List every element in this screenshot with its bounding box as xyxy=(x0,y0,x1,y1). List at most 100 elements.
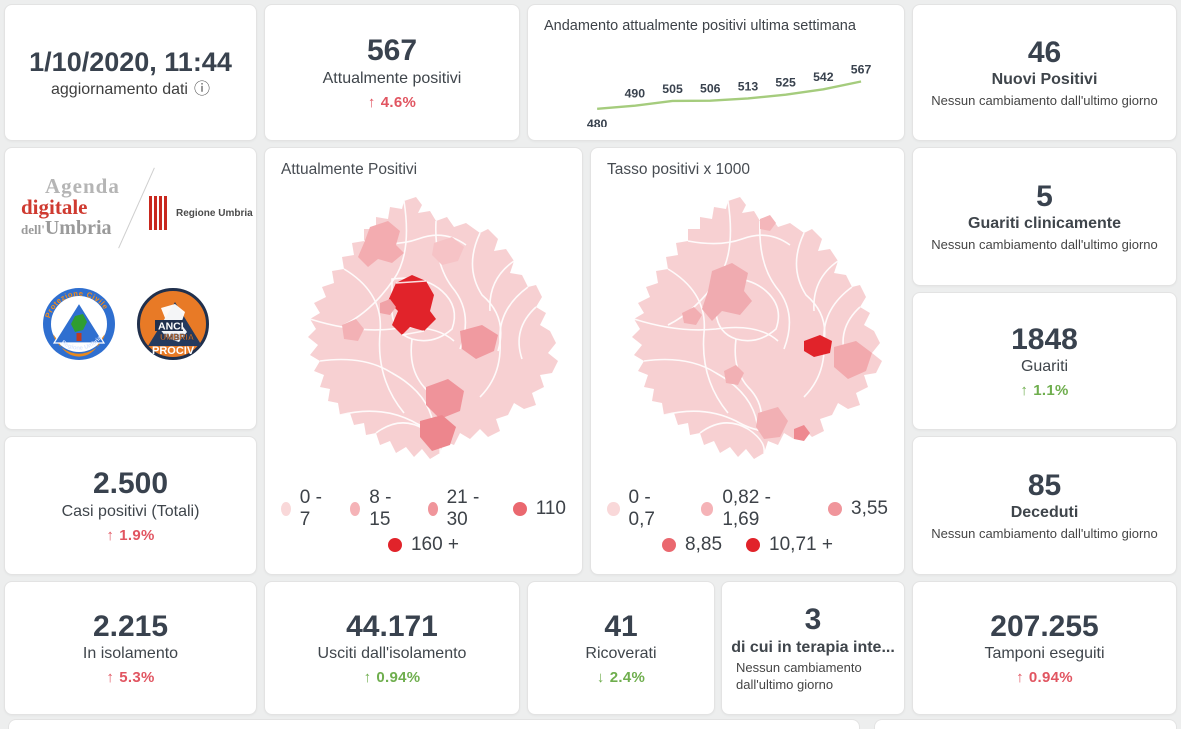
stat-label: Tamponi eseguiti xyxy=(984,645,1105,663)
card-last-update[interactable]: 1/10/2020, 11:44 aggiornamento dati ⓘ xyxy=(4,4,257,141)
stat-label: Nuovi Positivi xyxy=(991,71,1098,89)
up-arrow-icon: ↑ xyxy=(367,93,376,111)
map-legend: 0 - 7 8 - 15 21 - 30 110 160 + xyxy=(281,487,566,564)
stat-note: Nessun cambiamento dall'ultimo giorno xyxy=(736,660,862,692)
card-deceduti[interactable]: 85 Deceduti Nessun cambiamento dall'ulti… xyxy=(912,436,1177,575)
legend-dot-icon xyxy=(662,538,677,552)
stat-delta: ↑ 1.9% xyxy=(106,526,155,544)
card-guariti-clinicamente[interactable]: 5 Guariti clinicamente Nessun cambiament… xyxy=(912,147,1177,286)
legend-item: 10,71 + xyxy=(746,534,833,556)
sparkline-value-label: 513 xyxy=(738,79,759,93)
card-partial-bottom-left xyxy=(8,719,860,729)
stat-value: 85 xyxy=(1027,468,1062,502)
legend-label: 0 - 7 xyxy=(299,487,322,530)
agenda-logo-line1: Agenda xyxy=(45,174,120,198)
legend-label: 0 - 0,7 xyxy=(628,487,655,530)
legend-item: 3,55 xyxy=(828,487,888,531)
card-tamponi[interactable]: 207.255 Tamponi eseguiti ↑ 0.94% xyxy=(912,581,1177,715)
card-trend-sparkline[interactable]: Andamento attualmente positivi ultima se… xyxy=(527,4,905,141)
up-arrow-icon: ↑ xyxy=(106,526,115,544)
stat-value: 567 xyxy=(366,34,418,68)
legend-item: 21 - 30 xyxy=(427,487,489,531)
sparkline-value-label: 490 xyxy=(625,86,646,100)
stat-value: 5 xyxy=(1036,179,1053,213)
agenda-logo-line3: dell'Umbria xyxy=(21,217,112,239)
card-casi-positivi[interactable]: 2.500 Casi positivi (Totali) ↑ 1.9% xyxy=(4,436,257,575)
stat-label: Ricoverati xyxy=(585,645,657,663)
card-map-tasso-positivi[interactable]: Tasso positivi x 1000 0 - 0,7 0,82 - 1,69… xyxy=(590,147,905,575)
stat-delta: ↑ 5.3% xyxy=(106,669,155,687)
card-nuovi-positivi[interactable]: 46 Nuovi Positivi Nessun cambiamento dal… xyxy=(912,4,1177,141)
card-in-isolamento[interactable]: 2.215 In isolamento ↑ 5.3% xyxy=(4,581,257,715)
regione-umbria-label: Regione Umbria xyxy=(176,207,253,219)
sparkline-value-label: 567 xyxy=(851,62,872,76)
stat-note: Nessun cambiamento dall'ultimo giorno xyxy=(931,526,1158,542)
legend-dot-icon xyxy=(700,502,714,516)
legend-label: 8 - 15 xyxy=(369,487,392,530)
stat-value: 41 xyxy=(604,609,638,643)
up-arrow-icon: ↑ xyxy=(1016,669,1024,687)
stat-label: In isolamento xyxy=(82,645,179,663)
legend-label: 21 - 30 xyxy=(446,487,480,530)
sparkline-value-label: 506 xyxy=(700,81,721,95)
legend-dot-icon xyxy=(607,502,620,516)
choropleth-map-attualmente-positivi[interactable] xyxy=(284,183,564,483)
legend-label: 3,55 xyxy=(851,498,888,519)
legend-label: 110 xyxy=(535,498,566,519)
map-title: Tasso positivi x 1000 xyxy=(607,161,751,178)
card-ricoverati[interactable]: 41 Ricoverati ↓ 2.4% xyxy=(527,581,715,715)
up-arrow-icon: ↑ xyxy=(1020,382,1029,400)
legend-item: 160 + xyxy=(387,534,459,556)
stat-value: 1848 xyxy=(1011,322,1078,356)
sparkline-title: Andamento attualmente positivi ultima se… xyxy=(544,18,856,34)
regione-umbria-logo: Regione Umbria xyxy=(149,196,253,230)
legend-label: 8,85 xyxy=(685,534,723,555)
card-guariti[interactable]: 1848 Guariti ↑ 1.1% xyxy=(912,292,1177,430)
info-icon[interactable]: ⓘ xyxy=(193,80,210,98)
legend-label: 0,82 - 1,69 xyxy=(722,487,771,530)
stat-value: 46 xyxy=(1027,35,1062,69)
anci-logo-line3: PROCIV xyxy=(152,345,195,357)
card-map-attualmente-positivi[interactable]: Attualmente Positivi 0 - 7 8 - 15 21 - 30 1… xyxy=(264,147,583,575)
sparkline-chart[interactable]: 480 490 505 506 513 525 542 567 xyxy=(544,36,896,127)
stat-value: 2.500 xyxy=(92,467,169,501)
stat-delta: ↑ 0.94% xyxy=(1016,669,1073,687)
legend-dot-icon xyxy=(350,502,361,516)
protezione-civile-logo-icon: Protezione Civile Regione Umbria xyxy=(43,288,115,360)
legend-dot-icon xyxy=(387,538,402,552)
card-logos: Agenda digitale dell'Umbria Regione Umbr… xyxy=(4,147,257,430)
stat-label: Attualmente positivi xyxy=(322,69,462,87)
update-label: aggiornamento dati xyxy=(51,80,188,98)
legend-dot-icon xyxy=(512,502,527,516)
stat-label: Usciti dall'isolamento xyxy=(317,645,467,663)
stat-delta: ↑ 4.6% xyxy=(367,93,417,111)
card-usciti-isolamento[interactable]: 44.171 Usciti dall'isolamento ↑ 0.94% xyxy=(264,581,520,715)
legend-dot-icon xyxy=(746,538,761,552)
card-attualmente-positivi[interactable]: 567 Attualmente positivi ↑ 4.6% xyxy=(264,4,520,141)
sparkline-line xyxy=(597,80,862,110)
legend-label: 10,71 + xyxy=(769,534,833,555)
stat-label: Guariti clinicamente xyxy=(968,215,1121,233)
stat-value: 3 xyxy=(804,603,822,637)
stat-label: Deceduti xyxy=(1010,504,1079,522)
anci-logo-line2: UMBRIA xyxy=(160,332,194,342)
legend-item: 0,82 - 1,69 xyxy=(700,487,804,531)
stat-value: 2.215 xyxy=(92,609,169,643)
sparkline-value-label: 525 xyxy=(775,75,796,89)
legend-item: 110 xyxy=(512,487,566,531)
stat-value: 44.171 xyxy=(346,609,438,643)
legend-item: 8,85 xyxy=(662,534,722,556)
update-datetime: 1/10/2020, 11:44 xyxy=(29,46,232,77)
stat-label: Guariti xyxy=(1020,358,1069,376)
down-arrow-icon: ↓ xyxy=(596,669,605,687)
sparkline-value-label: 505 xyxy=(662,82,683,96)
sparkline-value-label: 480 xyxy=(587,117,608,127)
legend-item: 8 - 15 xyxy=(350,487,403,531)
legend-dot-icon xyxy=(828,502,843,516)
up-arrow-icon: ↑ xyxy=(363,669,372,687)
card-terapia-intensiva[interactable]: 3 di cui in terapia inte... Nessun cambi… xyxy=(721,581,905,715)
choropleth-map-tasso-positivi[interactable] xyxy=(608,183,888,483)
legend-dot-icon xyxy=(427,502,438,516)
up-arrow-icon: ↑ xyxy=(106,669,115,687)
map-title: Attualmente Positivi xyxy=(281,161,418,178)
